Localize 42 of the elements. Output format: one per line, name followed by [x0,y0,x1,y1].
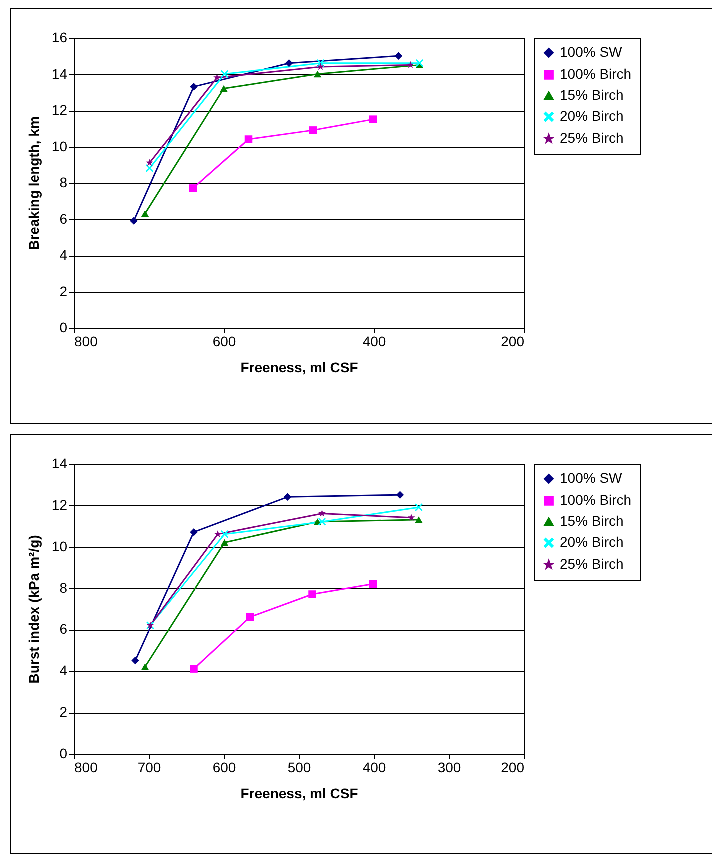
y-tick-label: 14 [52,456,68,472]
y-tick-label: 14 [52,66,68,82]
y-tick-label: 10 [52,538,68,554]
x-tick-label: 300 [438,760,462,776]
legend-label: 100% SW [560,470,624,486]
y-tick-label: 12 [52,102,68,118]
y-tick-label: 8 [60,174,68,190]
y-tick-label: 16 [52,30,68,46]
x-axis-title: Freeness, ml CSF [240,786,359,802]
x-tick-label: 800 [74,760,98,776]
x-tick-label: 200 [501,760,525,776]
x-tick-label: 500 [288,760,312,776]
y-tick-label: 2 [60,704,68,720]
y-tick-label: 0 [60,320,68,336]
legend-label: 20% Birch [560,534,624,550]
y-tick-label: 12 [52,496,68,513]
x-tick-label: 700 [138,760,162,776]
y-axis-title: Breaking length, km [26,116,42,250]
x-tick-label: 400 [362,334,386,350]
legend-label: 25% Birch [560,130,624,146]
y-axis-title: Burst index (kPa m²/g) [26,535,42,684]
y-tick-label: 8 [60,580,68,596]
legend-label: 20% Birch [560,108,624,124]
legend-label: 100% Birch [560,492,632,508]
y-tick-label: 2 [60,283,68,300]
y-tick-label: 6 [60,210,68,227]
legend-label: 25% Birch [560,556,624,572]
y-tick-label: 10 [52,138,68,154]
x-tick-label: 800 [74,334,98,350]
y-tick-label: 6 [60,621,68,638]
x-tick-label: 400 [362,760,386,776]
y-tick-label: 4 [60,247,68,263]
y-tick-label: 0 [60,746,68,762]
y-tick-label: 4 [60,662,68,679]
x-tick-label: 600 [212,760,236,776]
legend-label: 100% SW [560,44,624,60]
legend-label: 15% Birch [560,87,624,103]
x-tick-label: 200 [501,334,525,350]
x-axis-title: Freeness, ml CSF [240,360,359,376]
x-tick-label: 600 [212,334,236,350]
legend-label: 100% Birch [560,66,632,82]
legend-label: 15% Birch [560,513,624,529]
